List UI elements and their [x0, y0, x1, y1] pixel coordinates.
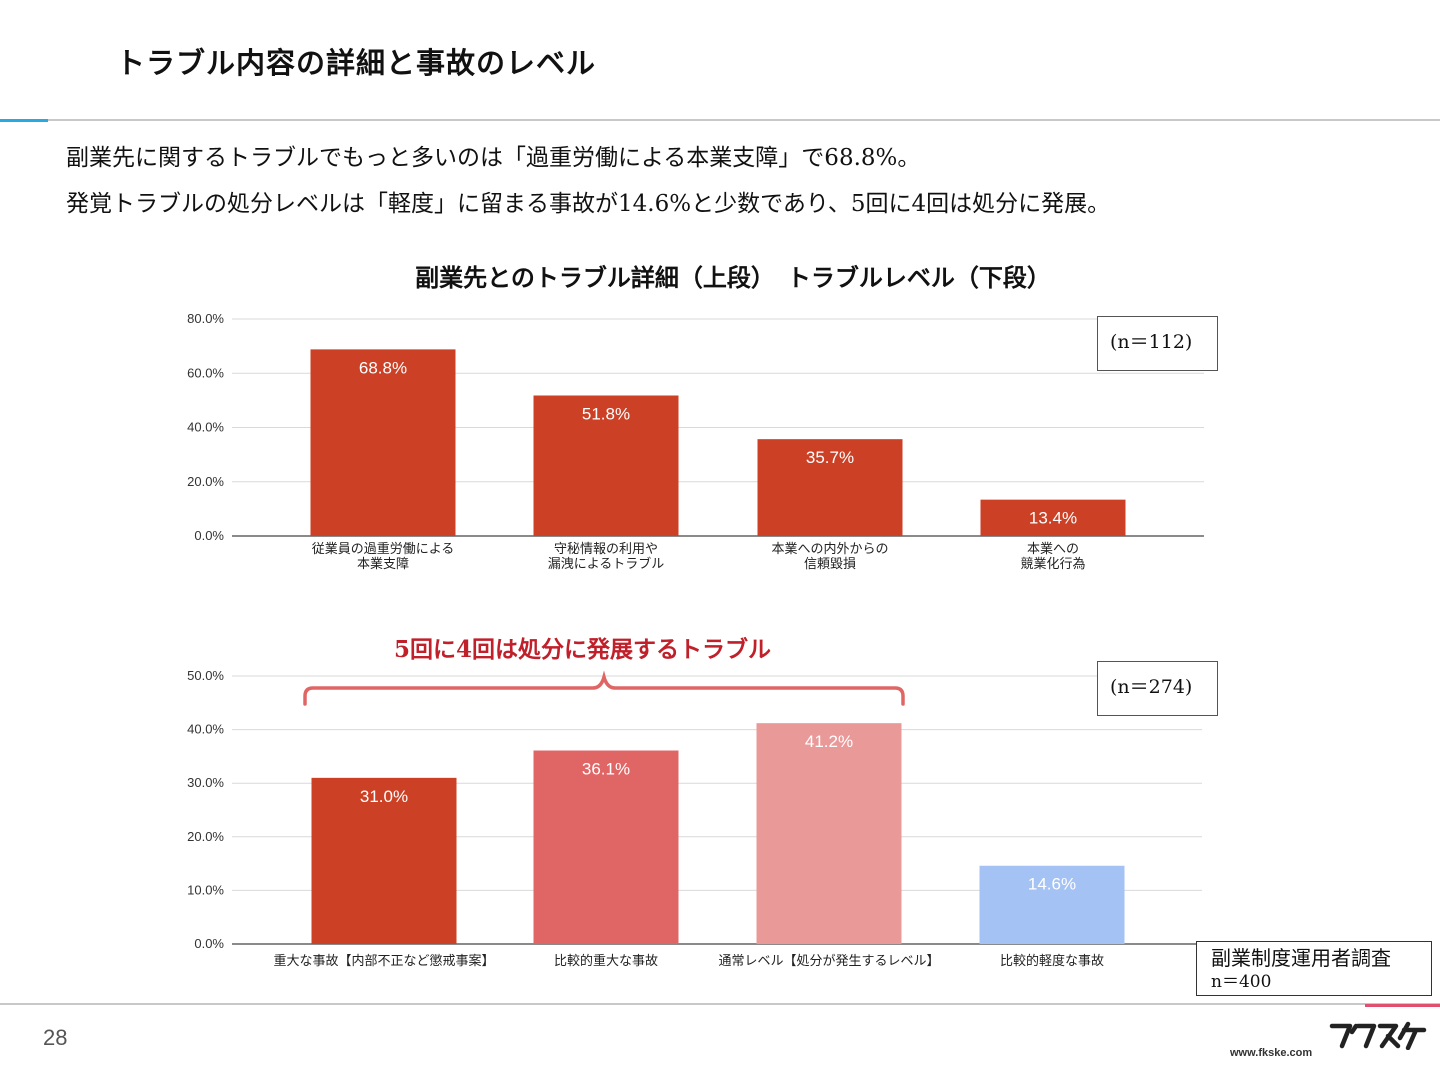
group-brace — [303, 670, 905, 706]
bar-value-label: 31.0% — [360, 787, 408, 806]
bar — [533, 395, 679, 536]
x-category-label: 守秘情報の利用や — [554, 542, 658, 557]
website-url: www.fkske.com — [1230, 1047, 1313, 1059]
x-category-label: 比較的重大な事故 — [554, 953, 658, 969]
y-tick-label: 80.0% — [187, 311, 224, 326]
sample-size-box-bottom: (n＝274) — [1097, 661, 1218, 716]
callout-text: 5回に4回は処分に発展するトラブル — [394, 636, 772, 663]
y-tick-label: 0.0% — [194, 528, 224, 543]
y-tick-label: 10.0% — [187, 882, 224, 897]
y-tick-label: 20.0% — [187, 829, 224, 844]
fukusuke-logo — [1329, 1021, 1427, 1050]
y-tick-label: 40.0% — [187, 420, 224, 435]
bar — [979, 865, 1125, 944]
x-category-label: 本業への内外からの — [771, 541, 888, 557]
bar — [311, 777, 457, 944]
footer-divider-accent — [1365, 1004, 1440, 1007]
y-tick-label: 30.0% — [187, 775, 224, 790]
x-category-label: 重大な事故【内部不正など懲戒事案】 — [273, 953, 494, 969]
x-category-label: 通常レベル【処分が発生するレベル】 — [718, 954, 939, 969]
bar — [757, 439, 903, 536]
bar — [310, 349, 456, 536]
bar-value-label: 35.7% — [806, 448, 854, 467]
header-divider — [0, 119, 1440, 121]
page-number: 28 — [43, 1025, 68, 1050]
x-category-label: 漏洩によるトラブル — [548, 556, 665, 572]
bar-value-label: 41.2% — [805, 732, 853, 751]
slide-title: トラブル内容の詳細と事故のレベル — [116, 46, 597, 80]
x-category-label: 本業への — [1027, 541, 1079, 557]
survey-sample-size: n＝400 — [1211, 972, 1272, 992]
y-tick-label: 50.0% — [187, 668, 224, 683]
y-tick-label: 0.0% — [194, 936, 224, 951]
footer-divider — [0, 1003, 1440, 1005]
x-category-label: 従業員の過重労働による — [312, 541, 455, 557]
survey-source-box: 副業制度運用者調査 n＝400 — [1196, 941, 1432, 996]
y-tick-label: 60.0% — [187, 365, 224, 380]
x-category-label: 競業化行為 — [1020, 556, 1085, 572]
bar-value-label: 14.6% — [1028, 875, 1076, 894]
bar — [980, 499, 1126, 536]
summary-line-1: 副業先に関するトラブルでもっと多いのは「過重労働による本業支障」で68.8%。 — [66, 145, 921, 171]
bar — [756, 723, 902, 944]
bar — [533, 750, 679, 944]
x-category-label: 本業支障 — [357, 556, 409, 572]
sample-size-box-top: (n＝112) — [1097, 316, 1218, 371]
x-category-label: 信頼毀損 — [804, 557, 856, 572]
survey-name: 副業制度運用者調査 — [1211, 946, 1391, 970]
chart-heading: 副業先とのトラブル詳細（上段） トラブルレベル（下段） — [415, 263, 1051, 292]
y-tick-label: 40.0% — [187, 722, 224, 737]
bar-value-label: 36.1% — [582, 760, 630, 779]
y-tick-label: 20.0% — [187, 474, 224, 489]
summary-line-2: 発覚トラブルの処分レベルは「軽度」に留まる事故が14.6%と少数であり、5回に4… — [66, 191, 1111, 217]
bar-value-label: 13.4% — [1029, 509, 1077, 528]
bar-value-label: 51.8% — [582, 404, 630, 423]
header-divider-accent — [0, 119, 48, 122]
bar-value-label: 68.8% — [359, 358, 407, 377]
x-category-label: 比較的軽度な事故 — [1000, 953, 1104, 969]
